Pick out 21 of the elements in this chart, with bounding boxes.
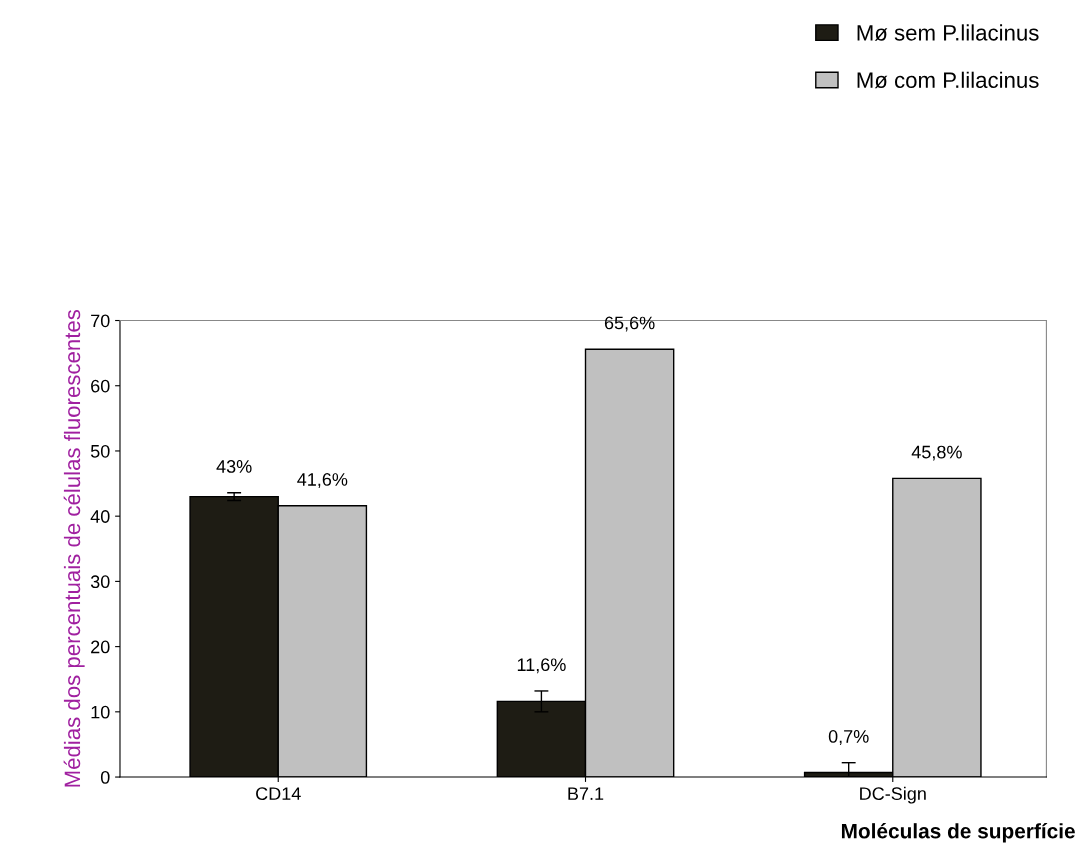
y-tick-label: 30 [90, 575, 110, 589]
y-tick-label: 40 [90, 510, 110, 523]
data-label: 65,6% [604, 316, 655, 332]
data-label: 11,6% [517, 658, 566, 674]
x-axis-title: Moléculas de superfície [841, 822, 1075, 843]
y-tick-label: 20 [91, 640, 110, 654]
y-tick-label: 60 [91, 379, 110, 393]
data-label: 43% [216, 460, 252, 473]
y-tick-label: 50 [90, 444, 110, 458]
legend-label: Mø sem P.lilacinus [857, 24, 1039, 41]
y-axis-title: Médias dos percentuais de células fluorescentes [63, 309, 85, 787]
x-tick-label: CD14 [256, 787, 301, 801]
y-tick-label: 70 [91, 314, 110, 328]
y-tick-label: 10 [91, 705, 110, 719]
x-tick-label: B7.1 [568, 787, 604, 800]
x-tick-label: DC-Sign [860, 786, 926, 804]
data-label: 45,8% [911, 445, 962, 461]
data-label: 41,6% [297, 473, 348, 488]
legend-label: Mø com P.lilacinus [857, 71, 1039, 89]
data-label: 0,7% [828, 730, 869, 745]
y-tick-label: 0 [100, 770, 110, 784]
